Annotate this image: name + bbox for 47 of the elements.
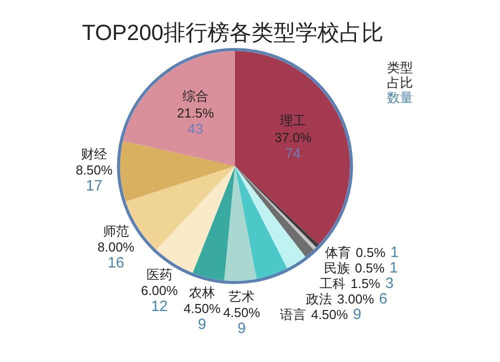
text: 占比 — [387, 75, 413, 90]
text: 1 — [390, 259, 398, 276]
text: 9 — [198, 316, 206, 334]
text: 17 — [86, 178, 102, 195]
text: 43 — [188, 120, 204, 137]
data-label: 4.50% — [223, 304, 261, 320]
text: 3 — [385, 274, 394, 292]
pie-slice — [224, 166, 257, 281]
pie-slice — [235, 166, 288, 279]
pie-slice — [120, 140, 235, 202]
text: 16 — [108, 254, 124, 272]
data-label: 3.00% — [337, 291, 374, 306]
data-label: 21.5% — [177, 106, 214, 121]
slice-label: 语言 — [280, 306, 306, 322]
data-label: 8.00% — [98, 240, 135, 255]
chart-title: TOP200排行榜各类型学校占比 — [82, 20, 384, 45]
data-label: 0.5% — [356, 244, 386, 260]
text: 74 — [285, 144, 301, 161]
data-label: 1.5% — [350, 276, 381, 291]
text: 9 — [352, 306, 362, 323]
data-label: 0.5% — [354, 260, 385, 276]
slice-label: 综合 — [182, 88, 208, 104]
text: 9 — [237, 320, 246, 337]
text: 1 — [390, 244, 399, 261]
data-label: 37.0% — [274, 130, 312, 145]
text: 类型 — [387, 60, 413, 75]
pie-slice — [235, 51, 350, 245]
data-label: 8.50% — [76, 162, 114, 178]
data-label: 6.00% — [141, 283, 178, 298]
slice-label: 农林 — [189, 285, 216, 300]
slice-label: 财经 — [81, 146, 108, 162]
slice-label: 政法 — [306, 291, 332, 306]
text: 数量 — [387, 90, 413, 105]
slice-label: 体育 — [324, 244, 351, 260]
data-label: 4.50% — [184, 301, 221, 316]
slice-label: 艺术 — [228, 288, 255, 304]
text: 12 — [151, 298, 168, 316]
data-label: 4.50% — [311, 306, 348, 322]
slice-label: 工科 — [320, 276, 346, 291]
slice-label: 理工 — [280, 112, 306, 128]
pie-slice — [122, 51, 235, 166]
pie-slice — [192, 166, 235, 280]
pie-slice — [235, 166, 306, 268]
slice-label: 医药 — [146, 267, 172, 282]
slice-label: 师范 — [102, 224, 129, 239]
slice-label: 民族 — [324, 260, 350, 276]
text: 6 — [379, 290, 388, 308]
